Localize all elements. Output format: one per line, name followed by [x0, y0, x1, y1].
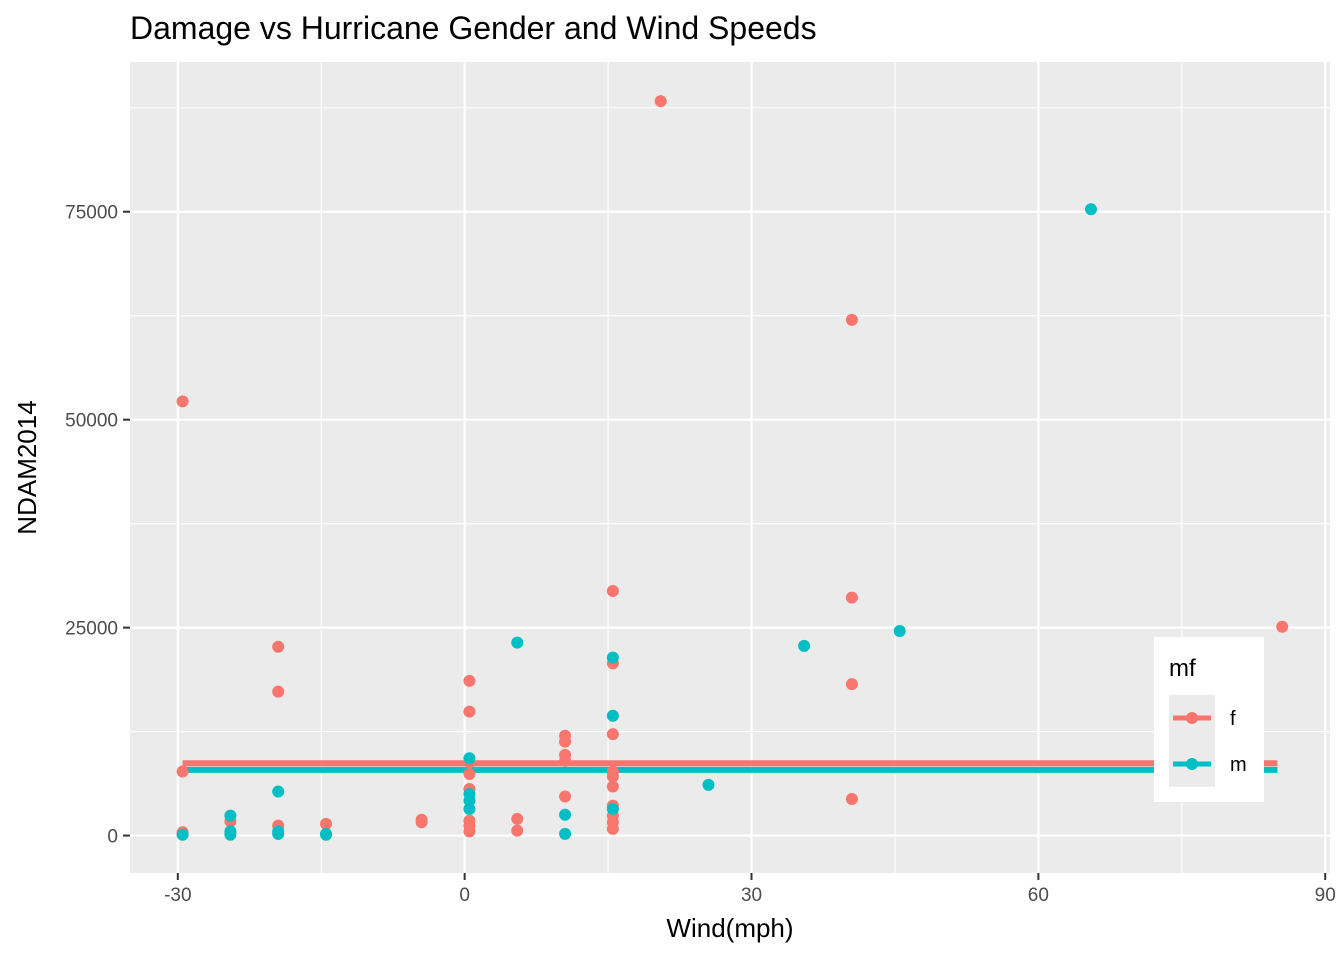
data-point-m	[606, 651, 619, 664]
x-axis: -30 0 30 60 90	[164, 873, 1336, 906]
data-point-f	[845, 678, 858, 691]
data-point-m	[176, 828, 189, 841]
data-point-f	[606, 780, 619, 793]
data-point-m	[320, 828, 333, 841]
data-point-m	[798, 639, 811, 652]
y-tick-label: 0	[107, 827, 118, 848]
data-point-f	[176, 395, 189, 408]
mean-lines	[182, 760, 1278, 773]
x-axis-title: Wind(mph)	[666, 913, 793, 943]
data-point-f	[511, 824, 524, 837]
major-gridlines	[130, 62, 1330, 873]
data-point-m	[463, 794, 476, 807]
x-tick-label: 90	[1315, 885, 1336, 906]
y-tick-label: 50000	[65, 411, 118, 432]
data-point-f	[559, 754, 572, 767]
data-point-f	[463, 825, 476, 838]
minor-gridlines	[130, 62, 1330, 873]
data-point-m	[511, 636, 524, 649]
legend-key-point-m	[1186, 758, 1198, 770]
y-tick-label: 25000	[65, 619, 118, 640]
x-tick-label: 0	[459, 885, 470, 906]
legend-title: mf	[1169, 655, 1196, 682]
data-point-m	[272, 827, 285, 840]
data-point-m	[224, 828, 237, 841]
data-point-f	[606, 728, 619, 741]
data-point-m	[463, 752, 476, 765]
legend-label-f: f	[1230, 708, 1236, 730]
data-point-f	[845, 313, 858, 326]
data-point-m	[272, 785, 285, 798]
data-point-m	[702, 778, 715, 791]
data-point-f	[559, 790, 572, 803]
data-point-f	[845, 591, 858, 604]
data-point-m	[559, 827, 572, 840]
data-point-f	[654, 95, 667, 108]
data-point-f	[463, 674, 476, 687]
data-point-m	[606, 709, 619, 722]
data-point-f	[606, 585, 619, 598]
data-point-f	[606, 770, 619, 783]
data-point-f	[845, 792, 858, 805]
data-point-m	[559, 808, 572, 821]
data-point-f	[176, 765, 189, 778]
data-point-f	[511, 812, 524, 825]
data-point-m	[224, 809, 237, 822]
data-point-m	[1084, 203, 1097, 216]
chart-title: Damage vs Hurricane Gender and Wind Spee…	[130, 10, 817, 46]
x-tick-label: -30	[164, 885, 191, 906]
data-point-f	[559, 735, 572, 748]
legend-key-point-f	[1186, 712, 1198, 724]
data-point-f	[606, 822, 619, 835]
data-points	[176, 95, 1289, 841]
data-point-m	[463, 802, 476, 815]
data-point-f	[463, 768, 476, 781]
data-point-f	[1276, 620, 1289, 633]
y-axis: 0 25000 50000 75000	[65, 203, 130, 848]
legend-keys: fm	[1169, 695, 1247, 787]
y-tick-label: 75000	[65, 203, 118, 224]
x-tick-label: 60	[1028, 885, 1049, 906]
legend: mf fm	[1154, 637, 1264, 802]
legend-label-m: m	[1230, 754, 1247, 776]
data-point-m	[893, 624, 906, 637]
x-tick-label: 30	[741, 885, 762, 906]
data-point-f	[320, 817, 333, 830]
data-point-f	[272, 640, 285, 653]
data-point-f	[272, 685, 285, 698]
data-point-f	[463, 705, 476, 718]
data-point-m	[606, 802, 619, 815]
data-point-f	[415, 816, 428, 829]
y-axis-title: NDAM2014	[12, 400, 42, 534]
plot-panel	[130, 62, 1330, 873]
